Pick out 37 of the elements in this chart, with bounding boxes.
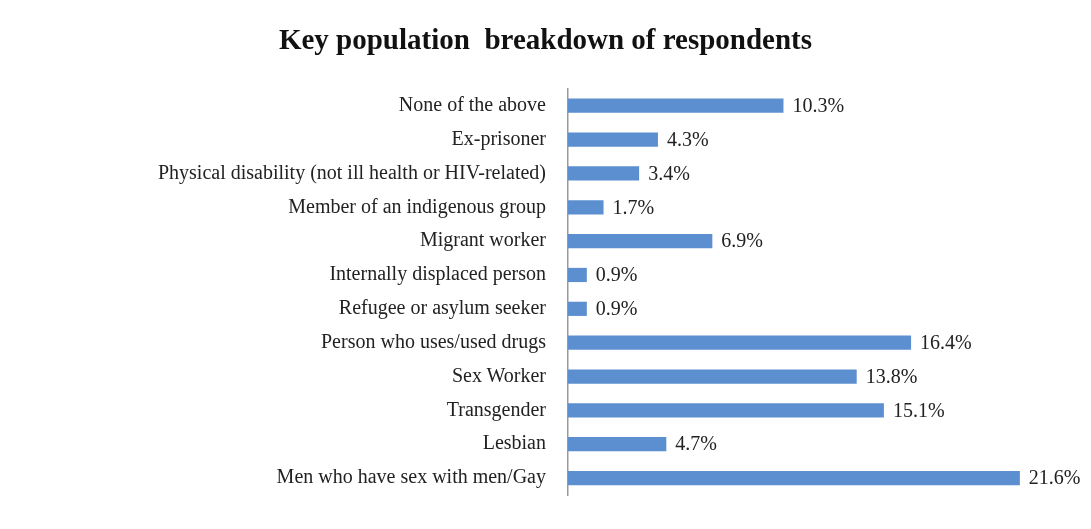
y-tick-label: Ex-prisoner [451, 126, 547, 150]
bar [568, 234, 713, 249]
data-label: 6.9% [721, 229, 764, 252]
data-label: 0.9% [595, 263, 638, 286]
data-label: 21.6% [1028, 466, 1081, 489]
bar [568, 403, 884, 418]
y-tick-label: Physical disability (not ill health or HIV-related) [157, 160, 546, 184]
y-tick-label: Internally displaced person [329, 262, 546, 286]
bar [568, 437, 667, 452]
bar [568, 470, 1020, 486]
y-tick-label: Sex Worker [451, 363, 547, 386]
bar [568, 335, 912, 350]
y-tick-label: Person who uses/used drugs [321, 329, 547, 353]
data-label: 4.7% [675, 432, 717, 455]
y-tick-label: Member of an indigenous group [288, 194, 546, 218]
y-tick-label: Transgender [446, 397, 547, 421]
bar [568, 369, 857, 384]
data-label: 10.3% [792, 93, 845, 116]
y-tick-label: Migrant worker [419, 228, 547, 252]
y-tick-label: None of the above [398, 92, 547, 115]
y-tick-label: Lesbian [482, 431, 546, 454]
data-label: 1.7% [612, 195, 655, 218]
bar [568, 200, 604, 215]
chart-title: Key population breakdown of respondents [278, 22, 813, 55]
bar [568, 132, 658, 147]
data-label: 16.4% [920, 330, 972, 353]
data-label: 4.3% [666, 127, 709, 150]
bar [568, 98, 784, 113]
data-label: 15.1% [892, 398, 945, 421]
data-label: 3.4% [648, 161, 690, 184]
bar [568, 166, 640, 181]
data-label: 0.9% [595, 297, 638, 320]
data-label: 13.8% [865, 364, 918, 387]
y-tick-label: Men who have sex with men/Gay [276, 465, 546, 489]
bar [568, 267, 587, 283]
bar [568, 301, 587, 316]
y-tick-label: Refugee or asylum seeker [338, 296, 547, 320]
